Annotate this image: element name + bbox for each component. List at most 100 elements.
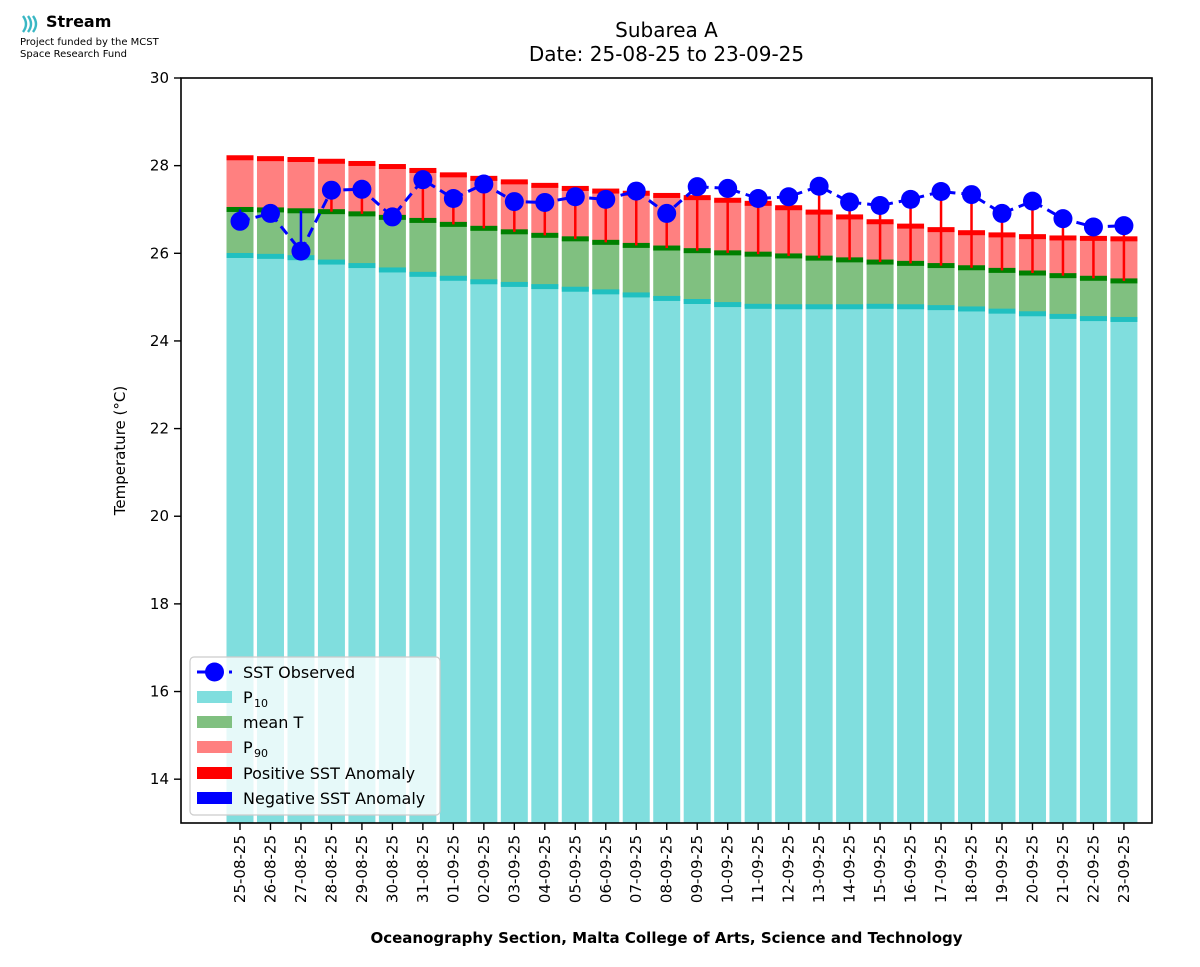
bar-mean-24 — [958, 267, 986, 309]
x-tick-label-24: 18-09-25 — [963, 835, 981, 903]
bar-mean-13 — [622, 245, 650, 295]
bar-p10-cap-0 — [226, 252, 254, 258]
bar-mean-27 — [1049, 275, 1077, 317]
bar-p90-cap-2 — [287, 157, 315, 163]
x-tick-label-3: 28-08-25 — [322, 835, 340, 903]
bar-mean-12 — [592, 242, 620, 292]
x-tick-label-13: 07-09-25 — [627, 835, 645, 903]
legend-p10-label-sub: 10 — [254, 697, 268, 710]
y-tick-label-6: 26 — [150, 244, 169, 262]
bar-p10-cap-29 — [1110, 316, 1138, 322]
legend-box — [189, 656, 441, 816]
x-tick-label-10: 04-09-25 — [536, 835, 554, 903]
bar-p10-19 — [805, 306, 833, 823]
sst-observed-point-9 — [504, 192, 524, 212]
logo-funding-line-2: Space Research Fund — [20, 49, 127, 60]
bar-p10-cap-24 — [958, 306, 986, 312]
bar-p10-cap-7 — [439, 275, 467, 281]
bar-p90-2 — [287, 159, 315, 211]
bar-mean-15 — [683, 250, 711, 302]
x-tick-label-28: 22-09-25 — [1084, 835, 1102, 903]
legend-mean-swatch — [197, 716, 232, 728]
bar-mean-8 — [470, 228, 498, 282]
x-tick-label-12: 06-09-25 — [597, 835, 615, 903]
bar-p10-cap-20 — [836, 304, 864, 310]
bar-mean-22 — [897, 263, 925, 307]
bar-mean-9 — [500, 231, 528, 285]
bar-p90-1 — [256, 158, 284, 210]
bar-p10-cap-18 — [775, 304, 803, 310]
bar-p90-cap-0 — [226, 155, 254, 161]
x-tick-label-11: 05-09-25 — [566, 835, 584, 903]
sst-observed-point-3 — [321, 180, 341, 200]
bar-p10-26 — [1018, 313, 1046, 823]
sst-observed-point-20 — [840, 192, 860, 212]
bar-mean-3 — [317, 211, 345, 263]
bar-p90-cap-10 — [531, 182, 559, 188]
bar-p90-cap-5 — [378, 164, 406, 170]
bar-p90-0 — [226, 157, 254, 210]
legend-p90-label-sub: 90 — [254, 747, 268, 760]
bar-p10-cap-14 — [653, 295, 681, 301]
x-tick-label-26: 20-09-25 — [1023, 835, 1041, 903]
x-tick-label-20: 14-09-25 — [841, 835, 859, 903]
sst-observed-point-6 — [413, 170, 433, 190]
y-tick-label-5: 24 — [150, 332, 169, 350]
sst-observed-point-1 — [260, 203, 280, 223]
plot-area — [226, 155, 1138, 823]
bar-p90-cap-14 — [653, 192, 681, 198]
bar-p10-15 — [683, 301, 711, 823]
legend-neg-label: Negative SST Anomaly — [243, 789, 425, 808]
x-tick-label-15: 09-09-25 — [688, 835, 706, 903]
sst-observed-point-17 — [748, 189, 768, 209]
bar-p10-20 — [836, 306, 864, 823]
bar-p10-7 — [439, 278, 467, 823]
bar-p90-cap-9 — [500, 179, 528, 185]
x-tick-label-5: 30-08-25 — [383, 835, 401, 903]
bar-mean-25 — [988, 270, 1016, 312]
legend-pos-label: Positive SST Anomaly — [243, 764, 415, 783]
bar-p10-cap-19 — [805, 304, 833, 310]
sst-observed-point-25 — [992, 203, 1012, 223]
sst-observed-point-21 — [870, 196, 890, 216]
bar-p10-18 — [775, 306, 803, 823]
bar-p10-cap-11 — [561, 286, 589, 292]
x-tick-label-8: 02-09-25 — [475, 835, 493, 903]
x-tick-label-14: 08-09-25 — [658, 835, 676, 903]
sst-observed-point-23 — [931, 182, 951, 202]
y-tick-label-3: 20 — [150, 507, 169, 525]
x-tick-label-25: 19-09-25 — [993, 835, 1011, 903]
x-tick-label-16: 10-09-25 — [719, 835, 737, 903]
x-tick-label-0: 25-08-25 — [231, 835, 249, 903]
x-tick-label-29: 23-09-25 — [1115, 835, 1133, 903]
legend-neg-swatch — [197, 792, 232, 804]
x-tick-label-7: 01-09-25 — [444, 835, 462, 903]
bar-p10-cap-8 — [470, 279, 498, 285]
bar-p10-12 — [592, 291, 620, 823]
bar-p10-cap-26 — [1018, 311, 1046, 317]
bar-p10-cap-16 — [714, 302, 742, 308]
bar-p10-cap-13 — [622, 292, 650, 298]
x-tick-label-19: 13-09-25 — [810, 835, 828, 903]
sst-observed-point-4 — [352, 179, 372, 199]
sst-observed-point-11 — [565, 187, 585, 207]
sst-observed-point-28 — [1083, 217, 1103, 237]
sst-observed-point-15 — [687, 177, 707, 197]
bar-p10-cap-28 — [1079, 316, 1107, 322]
y-axis-label: Temperature (°C) — [111, 386, 129, 516]
bar-p10-11 — [561, 289, 589, 823]
bar-p10-16 — [714, 304, 742, 823]
x-tick-label-17: 11-09-25 — [749, 835, 767, 903]
bar-p10-cap-22 — [897, 304, 925, 310]
bar-p90-cap-1 — [256, 156, 284, 162]
bar-p90-cap-3 — [317, 158, 345, 164]
sst-observed-point-19 — [809, 176, 829, 196]
bar-p10-24 — [958, 308, 986, 823]
chart-title-line-1: Subarea A — [615, 18, 718, 42]
bar-p10-27 — [1049, 316, 1077, 823]
bar-mean-18 — [775, 255, 803, 307]
bar-mean-23 — [927, 265, 955, 308]
bar-mean-29 — [1110, 280, 1138, 320]
sst-observed-point-0 — [230, 211, 250, 231]
bar-p90-cap-4 — [348, 160, 376, 166]
